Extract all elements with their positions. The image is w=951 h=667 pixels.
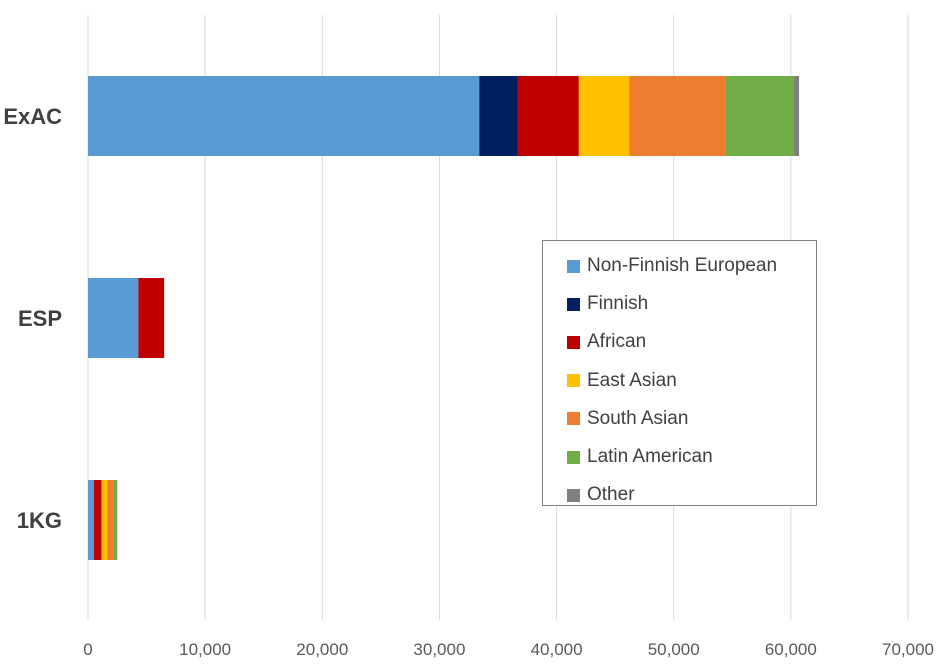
x-tick-label: 60,000 bbox=[765, 640, 817, 659]
legend-item: Non-Finnish European bbox=[567, 247, 816, 285]
legend-label: Other bbox=[587, 484, 635, 506]
bars bbox=[88, 76, 800, 560]
x-tick-label: 30,000 bbox=[413, 640, 465, 659]
category-label: ExAC bbox=[3, 104, 62, 129]
x-tick-label: 70,000 bbox=[882, 640, 934, 659]
x-tick-label: 10,000 bbox=[179, 640, 231, 659]
legend-label: East Asian bbox=[587, 369, 677, 391]
legend-item: East Asian bbox=[567, 362, 816, 400]
bar-segment-esp-african bbox=[138, 278, 165, 358]
bar-segment-1kg-south-asian bbox=[107, 480, 114, 560]
legend-swatch bbox=[567, 412, 580, 426]
bar-segment-exac-east-asian bbox=[578, 76, 630, 156]
bar-segment-exac-latin-american bbox=[725, 76, 794, 156]
bar-segment-exac-african bbox=[517, 76, 579, 156]
bar-segment-exac-finnish bbox=[479, 76, 518, 156]
legend-label: Finnish bbox=[587, 293, 649, 315]
bar-segment-1kg-latin-american bbox=[113, 480, 118, 560]
y-axis-category-labels: ExAC ESP 1KG bbox=[3, 104, 62, 533]
x-axis-tick-labels: 0 10,000 20,000 30,000 40,000 50,000 60,000 70,… bbox=[83, 640, 934, 659]
legend-label: African bbox=[587, 331, 647, 353]
legend-swatch bbox=[567, 297, 580, 311]
legend-item: Finnish bbox=[567, 285, 816, 323]
x-tick-label: 20,000 bbox=[296, 640, 348, 659]
legend-swatch bbox=[567, 374, 580, 388]
bar-segment-esp-non-finnish-european bbox=[88, 278, 139, 358]
legend-label: Latin American bbox=[587, 446, 713, 468]
legend-swatch bbox=[567, 450, 580, 464]
legend: Non-Finnish European Finnish African East A… bbox=[542, 240, 817, 506]
bar-segment-exac-non-finnish-european bbox=[88, 76, 480, 156]
x-tick-label: 40,000 bbox=[531, 640, 583, 659]
category-label: ESP bbox=[18, 306, 62, 331]
bar-segment-1kg-east-asian bbox=[101, 480, 108, 560]
legend-item: Latin American bbox=[567, 438, 816, 476]
legend-swatch bbox=[567, 335, 580, 349]
bar-segment-exac-other bbox=[793, 76, 800, 156]
bar-segment-exac-south-asian bbox=[629, 76, 726, 156]
category-label: 1KG bbox=[17, 508, 62, 533]
legend-swatch bbox=[567, 259, 580, 273]
x-tick-label: 50,000 bbox=[648, 640, 700, 659]
x-tick-label: 0 bbox=[83, 640, 92, 659]
legend-label: South Asian bbox=[587, 407, 689, 429]
legend-item: Other bbox=[567, 476, 816, 514]
bar-segment-1kg-african bbox=[93, 480, 102, 560]
legend-label: Non-Finnish European bbox=[587, 255, 778, 277]
legend-item: African bbox=[567, 323, 816, 361]
bar-segment-1kg-non-finnish-european bbox=[88, 480, 94, 560]
legend-swatch bbox=[567, 488, 580, 502]
legend-item: South Asian bbox=[567, 400, 816, 438]
